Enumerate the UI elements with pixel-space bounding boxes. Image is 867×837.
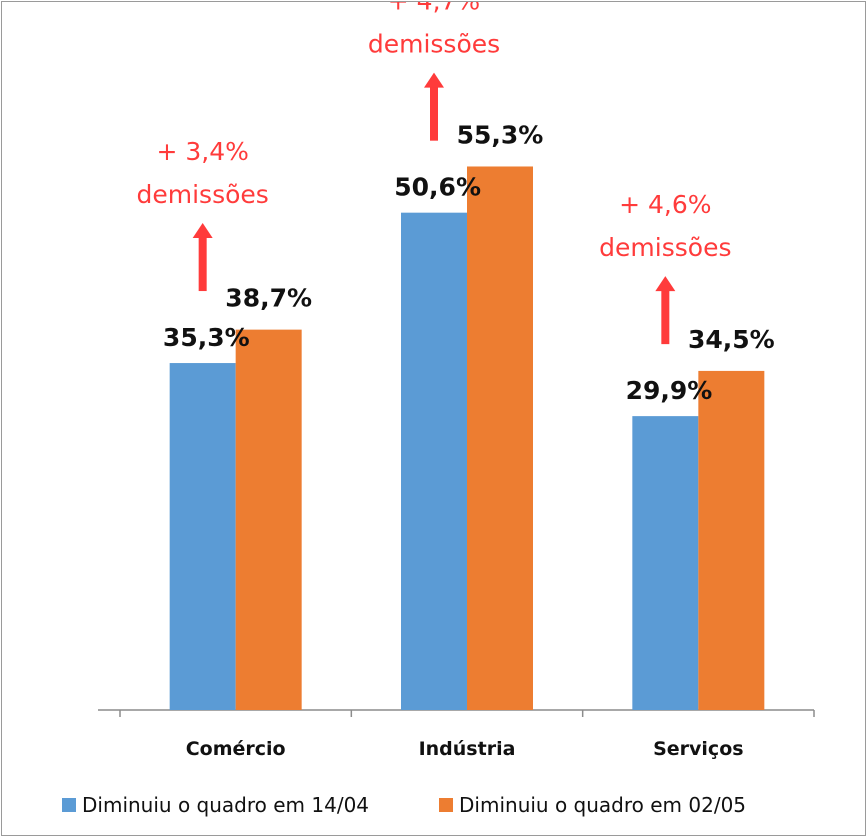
bar-industria-series-2 xyxy=(467,166,533,711)
bar-comercio-series-2 xyxy=(235,329,302,710)
category-label-industria: Indústria xyxy=(419,738,516,760)
category-label-comercio: Comércio xyxy=(186,738,286,760)
legend-swatch-series-1 xyxy=(62,798,76,812)
value-label-industria-series-1: 50,6% xyxy=(394,173,481,202)
annotation-percent-comercio: + 3,4% xyxy=(156,137,248,166)
bar-industria-series-1 xyxy=(401,212,467,710)
annotation-percent-servicos: + 4,6% xyxy=(619,190,711,219)
annotation-arrow-head-servicos xyxy=(655,276,676,292)
annotation-arrow-head-comercio xyxy=(192,223,213,239)
annotation-arrow-head-industria xyxy=(424,72,444,88)
value-label-servicos-series-1: 29,9% xyxy=(626,376,713,405)
value-label-comercio-series-1: 35,3% xyxy=(163,323,250,352)
legend-label-series-1: Diminuiu o quadro em 14/04 xyxy=(82,793,370,817)
legend-swatch-series-2 xyxy=(439,798,454,812)
value-label-industria-series-2: 55,3% xyxy=(457,120,544,149)
bar-servicos-series-1 xyxy=(632,416,699,710)
legend-item-series-2: Diminuiu o quadro em 02/05 xyxy=(439,793,746,817)
annotation-arrow-shaft-industria xyxy=(430,85,438,141)
annotation-text-servicos: demissões xyxy=(599,233,731,262)
bar-comercio-series-1 xyxy=(169,363,236,710)
annotation-text-industria: demissões xyxy=(368,30,500,59)
annotation-arrow-shaft-servicos xyxy=(661,289,670,345)
annotation-percent-industria: + 4,7% xyxy=(388,2,480,16)
legend-label-series-2: Diminuiu o quadro em 02/05 xyxy=(459,793,747,817)
bar-servicos-series-2 xyxy=(698,370,765,710)
annotation-text-comercio: demissões xyxy=(137,180,269,209)
value-label-servicos-series-2: 34,5% xyxy=(688,325,775,354)
legend-item-series-1: Diminuiu o quadro em 14/04 xyxy=(62,793,369,817)
annotation-arrow-shaft-comercio xyxy=(198,236,207,292)
value-label-comercio-series-2: 38,7% xyxy=(225,284,312,313)
legend: Diminuiu o quadro em 14/04 Diminuiu o qu… xyxy=(62,793,816,817)
category-label-servicos: Serviços xyxy=(653,738,743,760)
